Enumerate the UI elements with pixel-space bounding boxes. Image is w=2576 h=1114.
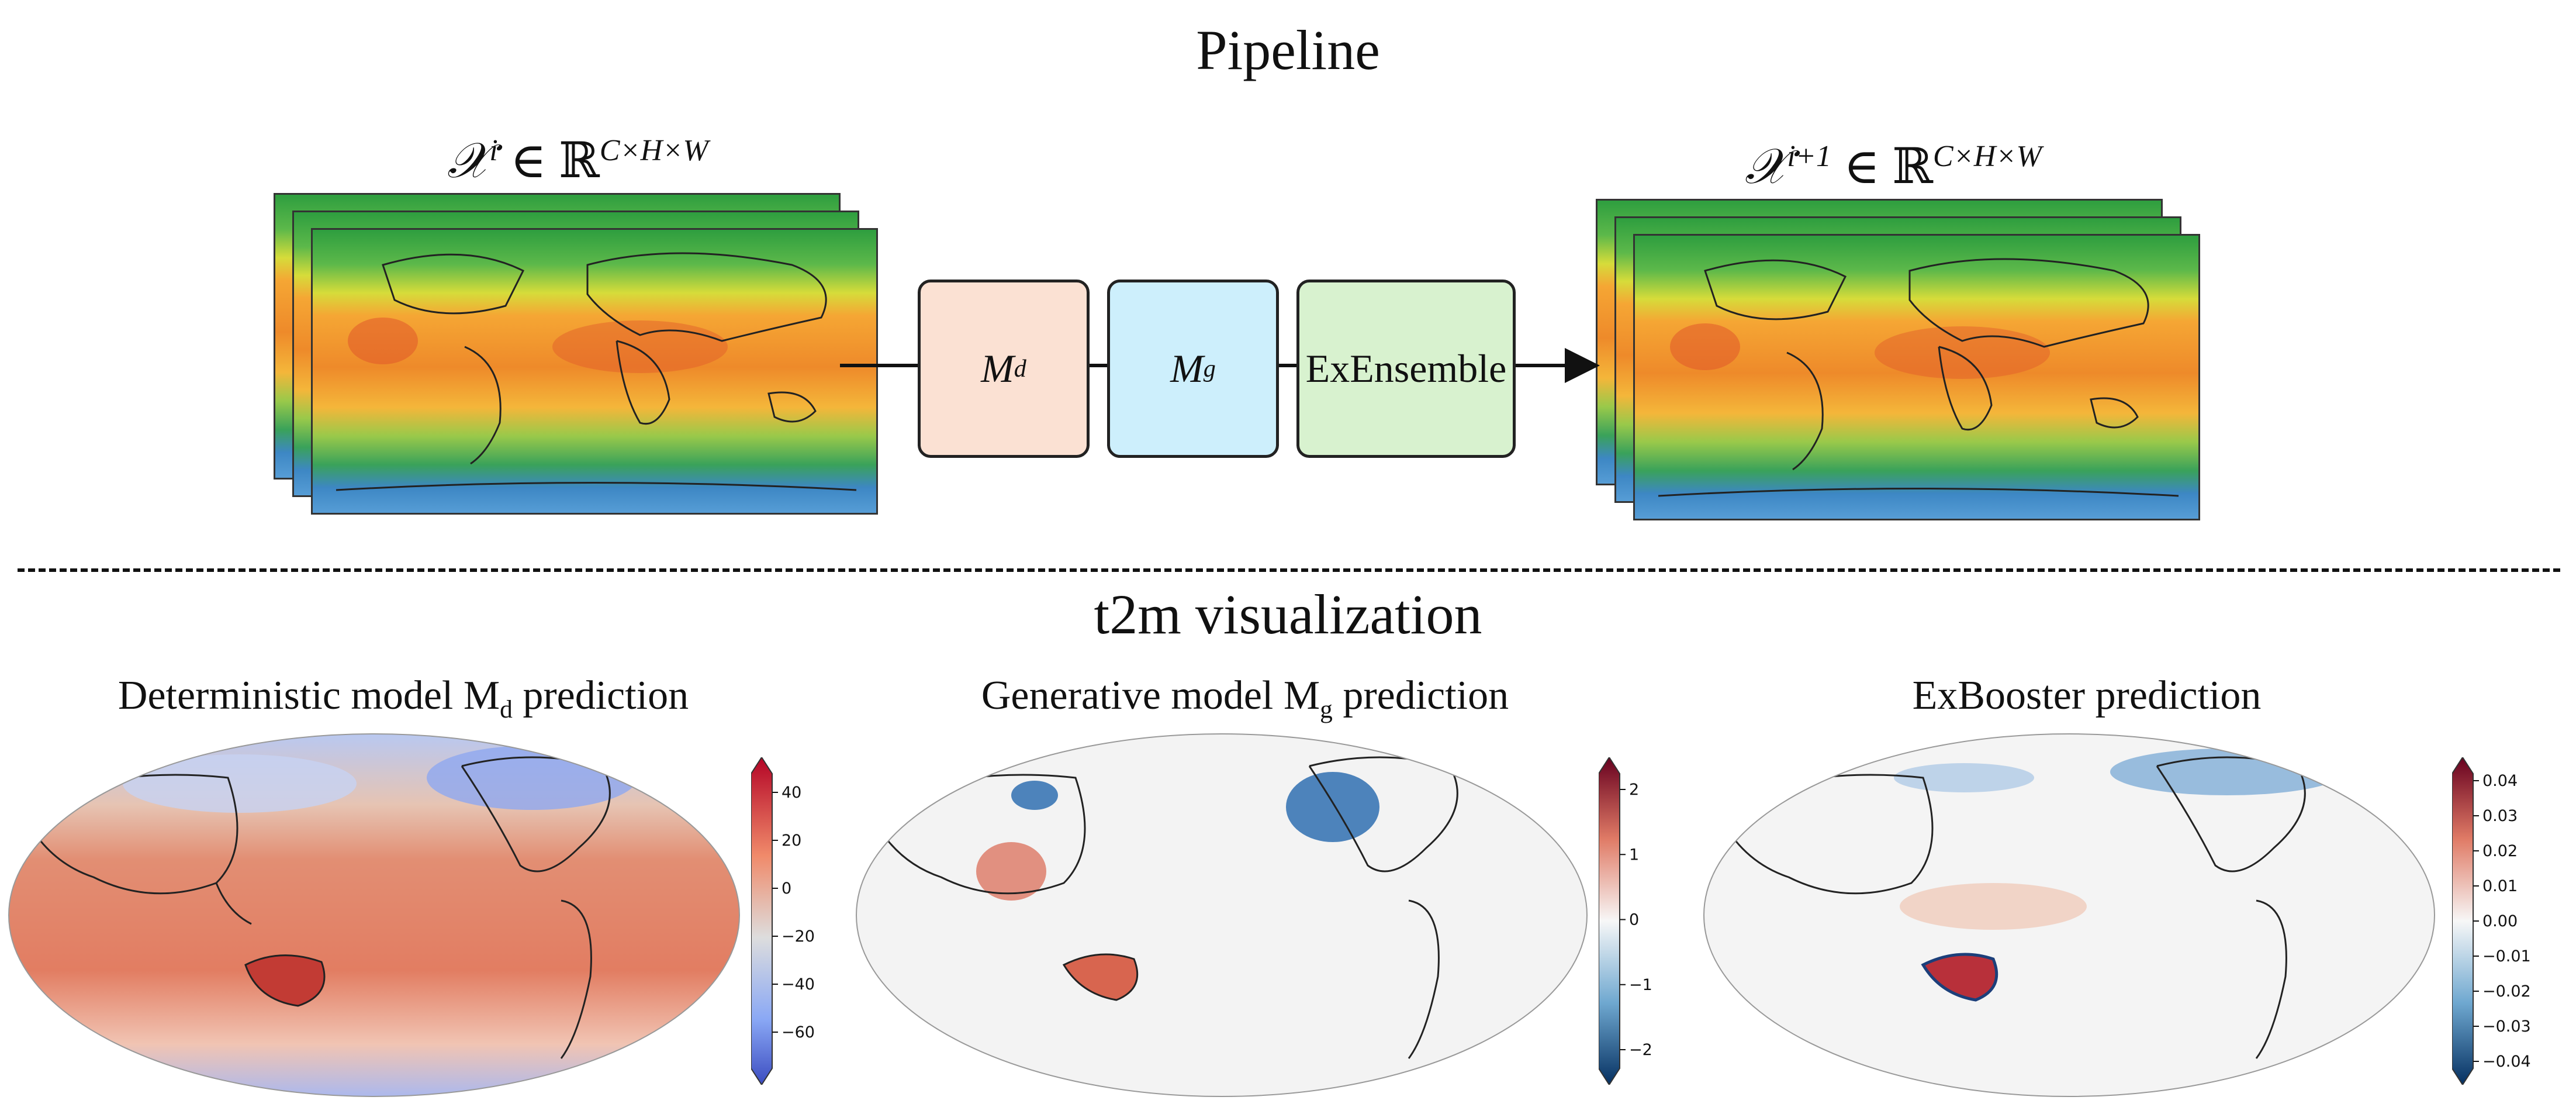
colorbar-deterministic: 40 20 0 −20 −40 −60 — [751, 757, 815, 1085]
panel-title-generative: Generative model Mg prediction — [981, 673, 1509, 723]
deterministic-prediction-map — [8, 733, 740, 1097]
colorbar-tick-label: 20 — [782, 832, 801, 850]
colorbar-ticks-deterministic: 40 20 0 −20 −40 −60 — [772, 784, 815, 1041]
colorbar-tick-label: 0.02 — [2482, 842, 2518, 860]
colorbar-tick-label: 0.01 — [2482, 877, 2518, 895]
input-map-front — [311, 228, 878, 515]
colorbar-tick-label: 0 — [1629, 911, 1639, 929]
colorbar-tick-label: −1 — [1629, 976, 1652, 994]
colorbar-tick-label: 0 — [782, 880, 791, 898]
output-tensor-label: 𝒳i+1 ∈ ℝC×H×W — [1745, 140, 2042, 194]
colorbar-tick-label: 1 — [1629, 846, 1639, 864]
colorbar-tick-label: 0.00 — [2482, 912, 2518, 930]
colorbar-tick-label: −0.03 — [2482, 1018, 2531, 1036]
colorbar-tick-label: −40 — [782, 975, 815, 994]
colorbar-tick-label: 0.03 — [2482, 807, 2518, 825]
input-tensor-label: 𝒳i ∈ ℝC×H×W — [447, 134, 708, 188]
generative-prediction-map — [856, 733, 1588, 1097]
colorbar-generative: 2 1 0 −1 −2 — [1599, 757, 1652, 1085]
colorbar-tick-label: −2 — [1629, 1041, 1652, 1059]
output-map-front — [1633, 234, 2200, 520]
panel-title-exbooster: ExBooster prediction — [1912, 673, 2262, 718]
exensemble-block: ExEnsemble — [1296, 280, 1516, 458]
colorbar-tick-label: 2 — [1629, 781, 1639, 799]
pipeline-title: Pipeline — [1196, 19, 1380, 81]
section-divider — [18, 568, 2560, 572]
visualization-title: t2m visualization — [1094, 583, 1482, 646]
colorbar-exbooster: 0.04 0.03 0.02 0.01 0.00 −0.01 −0.02 −0.03 −0.04 — [2452, 757, 2531, 1085]
exbooster-prediction-map — [1703, 733, 2435, 1097]
panel-title-deterministic: Deterministic model Md prediction — [117, 673, 689, 723]
colorbar-tick-label: −20 — [782, 927, 815, 946]
colorbar-tick-label: −60 — [782, 1023, 815, 1041]
colorbar-ticks-exbooster: 0.04 0.03 0.02 0.01 0.00 −0.01 −0.02 −0.03 −0.04 — [2473, 772, 2531, 1071]
colorbar-tick-label: 40 — [782, 784, 801, 802]
colorbar-tick-label: −0.02 — [2482, 982, 2531, 1001]
colorbar-tick-label: −0.04 — [2482, 1053, 2531, 1071]
colorbar-tick-label: 0.04 — [2482, 772, 2518, 790]
colorbar-tick-label: −0.01 — [2482, 947, 2531, 965]
colorbar-ticks-generative: 2 1 0 −1 −2 — [1620, 781, 1652, 1059]
